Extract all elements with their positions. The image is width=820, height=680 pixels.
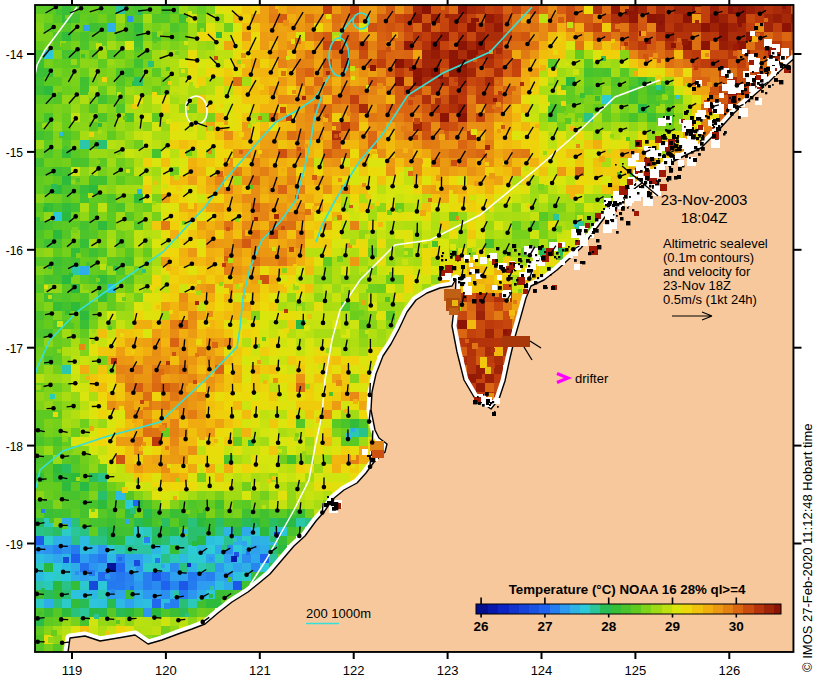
- svg-text:23-Nov-2003: 23-Nov-2003: [661, 191, 748, 208]
- svg-text:-15: -15: [6, 146, 24, 160]
- svg-text:123: 123: [437, 663, 459, 678]
- svg-text:121: 121: [249, 663, 271, 678]
- svg-text:-14: -14: [6, 48, 24, 62]
- svg-text:119: 119: [62, 663, 83, 678]
- svg-text:120: 120: [155, 663, 177, 678]
- svg-text:28: 28: [601, 619, 617, 634]
- svg-text:0.5m/s (1kt 24h): 0.5m/s (1kt 24h): [663, 292, 757, 307]
- svg-text:and velocity for: and velocity for: [663, 264, 751, 279]
- svg-text:124: 124: [531, 663, 553, 678]
- svg-text:Temperature (°C) NOAA 16 28% q: Temperature (°C) NOAA 16 28% ql>=4: [509, 582, 746, 597]
- svg-text:30: 30: [729, 619, 744, 634]
- svg-text:-19: -19: [6, 538, 24, 552]
- svg-text:-17: -17: [6, 342, 24, 356]
- svg-text:26: 26: [474, 619, 490, 634]
- svg-text:Altimetric sealevel: Altimetric sealevel: [663, 236, 768, 251]
- svg-text:drifter: drifter: [575, 371, 609, 386]
- svg-text:© IMOS 27-Feb-2020 11:12:48 H: © IMOS 27-Feb-2020 11:12:48 Hobart time: [800, 423, 815, 672]
- svg-text:-18: -18: [6, 440, 24, 454]
- svg-text:122: 122: [343, 663, 365, 678]
- svg-text:29: 29: [665, 619, 680, 634]
- svg-text:125: 125: [625, 663, 647, 678]
- svg-text:(0.1m contours): (0.1m contours): [663, 250, 754, 265]
- svg-text:126: 126: [718, 663, 740, 678]
- svg-text:23-Nov 18Z: 23-Nov 18Z: [663, 278, 731, 293]
- svg-text:18:04Z: 18:04Z: [681, 209, 728, 226]
- svg-text:-16: -16: [6, 244, 24, 258]
- svg-text:27: 27: [537, 619, 552, 634]
- svg-text:200 1000m: 200 1000m: [306, 606, 371, 621]
